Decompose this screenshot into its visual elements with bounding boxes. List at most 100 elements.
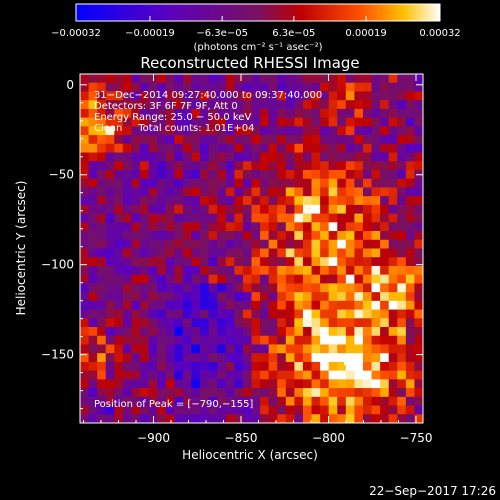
heatmap-cell xyxy=(242,178,252,188)
heatmap-cell xyxy=(302,361,312,372)
heatmap-cell xyxy=(242,318,252,328)
heatmap-cell xyxy=(405,213,415,223)
heatmap-cell xyxy=(320,248,330,258)
heatmap-cell xyxy=(105,82,115,92)
heatmap-cell xyxy=(337,283,347,293)
heatmap-cell xyxy=(354,257,364,267)
heatmap-cell xyxy=(388,152,398,162)
heatmap-cell xyxy=(405,222,415,232)
heatmap-cell xyxy=(182,309,192,319)
heatmap-cell xyxy=(200,143,210,153)
heatmap-cell xyxy=(371,204,381,215)
heatmap-cell xyxy=(268,239,278,249)
heatmap-cell xyxy=(371,283,381,293)
heatmap-cell xyxy=(131,370,141,380)
heatmap-cell xyxy=(105,231,115,241)
heatmap-cell xyxy=(354,353,364,363)
heatmap-cell xyxy=(285,257,295,267)
heatmap-cell xyxy=(191,213,201,223)
heatmap-cell xyxy=(80,178,89,188)
heatmap-cell xyxy=(328,292,338,302)
heatmap-cell xyxy=(328,196,338,206)
heatmap-cell xyxy=(320,361,330,372)
heatmap-cell xyxy=(165,74,175,84)
heatmap-cell xyxy=(225,405,235,415)
heatmap-cell xyxy=(320,414,330,424)
heatmap-cell xyxy=(337,405,347,415)
heatmap-cell xyxy=(114,309,124,319)
heatmap-cell xyxy=(345,318,355,328)
heatmap-cell xyxy=(397,91,407,101)
heatmap-cell xyxy=(208,344,218,354)
heatmap-cell xyxy=(414,257,424,267)
heatmap-cell xyxy=(311,222,321,232)
heatmap-cell xyxy=(251,161,261,171)
heatmap-cell xyxy=(260,91,270,101)
heatmap-cell xyxy=(260,327,270,337)
heatmap-cell xyxy=(182,74,192,84)
heatmap-cell xyxy=(191,414,201,424)
heatmap-cell xyxy=(354,108,364,119)
heatmap-cell xyxy=(371,274,381,284)
heatmap-cell xyxy=(148,82,158,92)
heatmap-cell xyxy=(234,196,244,206)
heatmap-cell xyxy=(88,231,98,241)
heatmap-cell xyxy=(114,161,124,171)
heatmap-cell xyxy=(88,169,98,180)
heatmap-cell xyxy=(302,388,312,398)
heatmap-cell xyxy=(217,100,227,110)
heatmap-cell xyxy=(174,187,184,197)
heatmap-cell xyxy=(354,318,364,328)
heatmap-cell xyxy=(311,248,321,258)
heatmap-cell xyxy=(225,82,235,92)
heatmap-cell xyxy=(345,257,355,267)
heatmap-cell xyxy=(362,117,372,127)
heatmap-cell xyxy=(122,405,132,415)
heatmap-cell xyxy=(414,265,424,276)
heatmap-cell xyxy=(88,74,98,84)
heatmap-cell xyxy=(337,318,347,328)
heatmap-cell xyxy=(337,204,347,215)
heatmap-cell xyxy=(97,265,107,276)
heatmap-cell xyxy=(285,161,295,171)
heatmap-cell xyxy=(165,265,175,276)
heatmap-cell xyxy=(268,300,278,310)
heatmap-cell xyxy=(371,178,381,188)
heatmap-cell xyxy=(80,292,89,302)
heatmap-cell xyxy=(80,74,89,84)
heatmap-cell xyxy=(405,91,415,101)
heatmap-cell xyxy=(397,213,407,223)
heatmap-cell xyxy=(251,196,261,206)
heatmap-cell xyxy=(328,169,338,180)
heatmap-cell xyxy=(302,396,312,406)
heatmap-cell xyxy=(174,213,184,223)
heatmap-cell xyxy=(182,388,192,398)
heatmap-cell xyxy=(277,283,287,293)
heatmap-cell xyxy=(380,117,390,127)
heatmap-cell xyxy=(380,239,390,249)
heatmap-cell xyxy=(105,100,115,110)
heatmap-cell xyxy=(362,91,372,101)
heatmap-cell xyxy=(105,74,115,84)
heatmap-cell xyxy=(268,335,278,345)
heatmap-cell xyxy=(217,379,227,389)
heatmap-cell xyxy=(122,231,132,241)
heatmap-cell xyxy=(97,335,107,345)
heatmap-cell xyxy=(414,231,424,241)
heatmap-cell xyxy=(337,274,347,284)
heatmap-cell xyxy=(337,91,347,101)
heatmap-cell xyxy=(165,388,175,398)
heatmap-cell xyxy=(208,370,218,380)
y-tick-label: −50 xyxy=(49,168,74,182)
heatmap-cell xyxy=(148,292,158,302)
heatmap-cell xyxy=(371,91,381,101)
heatmap-cell xyxy=(174,361,184,372)
heatmap-cell xyxy=(294,274,304,284)
heatmap-cell xyxy=(80,335,89,345)
heatmap-cell xyxy=(320,135,330,145)
heatmap-cell xyxy=(225,169,235,180)
heatmap-cell xyxy=(380,74,390,84)
heatmap-cell xyxy=(414,388,424,398)
heatmap-cell xyxy=(277,231,287,241)
heatmap-cell xyxy=(362,327,372,337)
